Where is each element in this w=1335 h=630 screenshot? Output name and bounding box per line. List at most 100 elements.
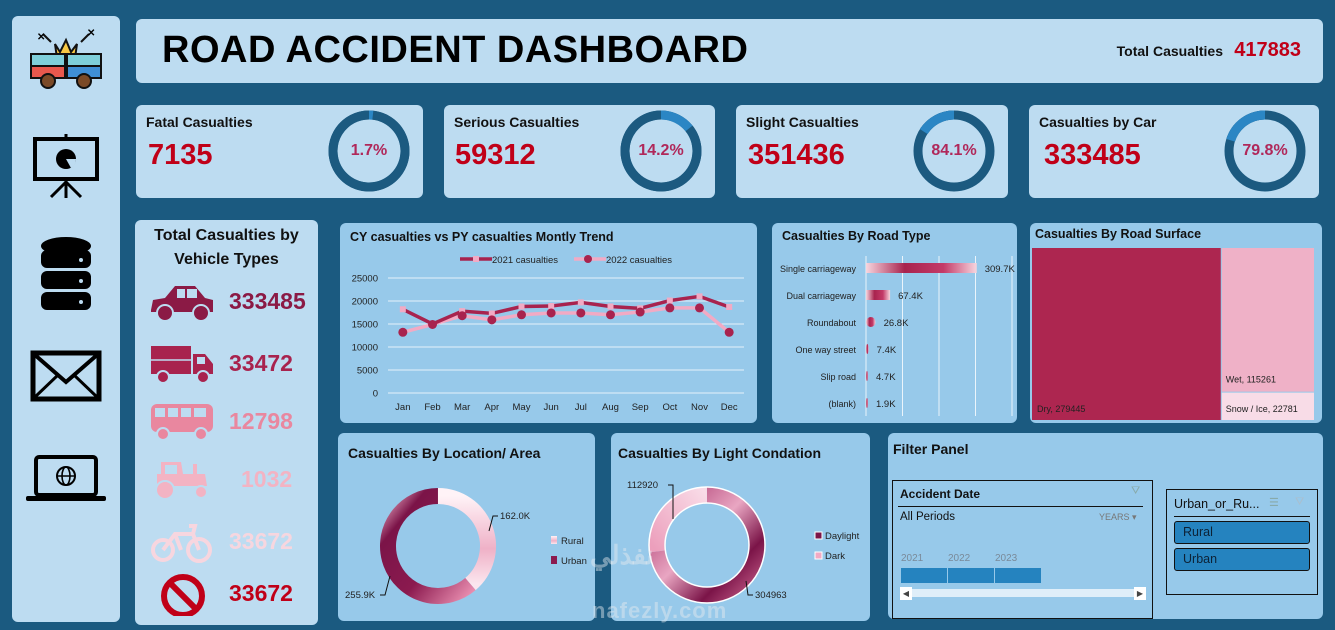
timeline-year-bar-2023[interactable]: [995, 568, 1041, 583]
urban-rural-slicer[interactable]: Urban_or_Ru... ☰ ⛛ Rural Urban: [1166, 489, 1318, 595]
kpi-card-serious: Serious Casualties 59312 14.2%: [444, 105, 715, 198]
vehicle-value: 1032: [241, 466, 293, 492]
legend-label-2021: 2021 casualties: [492, 255, 558, 266]
legend-label: Daylight: [825, 531, 860, 542]
data-label: 1.9K: [876, 399, 896, 410]
road-surface-chart: Casualties By Road Surface Dry, 279445 We…: [1030, 223, 1322, 423]
presentation-chart-icon[interactable]: [12, 134, 120, 200]
donut-slice-urban: [380, 488, 476, 604]
laptop-globe-icon[interactable]: [12, 454, 120, 506]
sidebar: ✕ ✕: [12, 16, 120, 622]
legend-label: Urban: [561, 556, 587, 567]
vehicle-value: 333485: [229, 288, 306, 314]
legend-marker-dot-2021: [473, 256, 479, 262]
category-label: Slip road: [820, 372, 856, 382]
vehicle-types-title: Total Casualties by Vehicle Types: [154, 227, 299, 268]
data-point-2022: [546, 308, 556, 318]
data-point-2021: [696, 293, 703, 300]
tractor-icon: [155, 462, 208, 500]
kpi-value: 7135: [148, 139, 213, 171]
data-label: 67.4K: [898, 291, 923, 302]
mail-icon[interactable]: [12, 350, 120, 402]
y-tick-label: 0: [373, 389, 378, 400]
series-line-2021: [402, 294, 730, 326]
vehicle-row-tractor: 1032: [149, 458, 318, 508]
data-point-2022: [695, 303, 704, 313]
data-label: 7.4K: [877, 345, 897, 356]
clear-filter-icon[interactable]: ⛛: [1131, 485, 1141, 497]
kpi-value: 333485: [1044, 139, 1141, 171]
svg-text:✕: ✕: [87, 28, 95, 39]
data-point-2022: [398, 327, 408, 337]
donut-slice-rural: [437, 488, 496, 591]
data-point-2022: [635, 307, 645, 317]
clear-filter-icon[interactable]: ⛛: [1295, 496, 1305, 508]
scroll-right-button[interactable]: ▶: [1134, 587, 1146, 600]
x-tick-label: Mar: [454, 402, 470, 413]
kpi-label: Casualties by Car: [1039, 114, 1157, 130]
timeline-scrollbar[interactable]: [900, 589, 1146, 597]
accident-date-timeline[interactable]: Accident Date ⛛ All Periods YEARS ▾ 2021…: [892, 480, 1153, 619]
legend-label-2022: 2022 casualties: [606, 255, 672, 266]
data-label: 304963: [755, 590, 787, 601]
donut-outline: [648, 486, 766, 604]
treemap-tile-dry: [1032, 248, 1221, 420]
vehicle-types-panel: Total Casualties by Vehicle Types 333485…: [135, 220, 318, 625]
timeline-year-label: 2023: [995, 553, 1018, 564]
x-tick-label: Dec: [721, 402, 738, 413]
timeline-year-label: 2021: [901, 553, 924, 564]
slicer-item-urban[interactable]: Urban: [1174, 548, 1310, 571]
bicycle-icon: [151, 524, 212, 563]
data-point-2021: [518, 303, 525, 310]
category-label: Roundabout: [807, 318, 857, 328]
no-entry-icon: [161, 574, 205, 616]
legend-swatch-daylight: [814, 531, 823, 540]
svg-text:✕: ✕: [37, 32, 45, 43]
kpi-ring: [328, 110, 410, 192]
road-type-chart: Casualties By Road Type Single carriagew…: [772, 223, 1017, 423]
divider: [898, 506, 1143, 507]
bar: [866, 263, 977, 273]
kpi-ring: [620, 110, 702, 192]
timeline-year-bar-2022[interactable]: [948, 568, 994, 583]
x-tick-label: Jan: [395, 402, 410, 413]
vehicle-row-bicycle: 33672: [149, 520, 318, 570]
ring-value-arc: [620, 110, 702, 192]
multi-select-icon[interactable]: ☰: [1269, 497, 1279, 509]
ring-value-arc: [328, 110, 410, 192]
vehicle-value: 33472: [229, 350, 293, 376]
y-tick-label: 25000: [352, 274, 378, 285]
data-point-2022: [724, 327, 734, 337]
leader-line: [380, 575, 391, 596]
legend-marker-dot-2022: [584, 255, 592, 263]
car-crash-icon[interactable]: ✕ ✕: [12, 26, 120, 92]
category-label: One way street: [795, 345, 856, 355]
slicer-item-rural[interactable]: Rural: [1174, 521, 1310, 544]
scroll-left-button[interactable]: ◀: [900, 587, 912, 600]
legend-label: Rural: [561, 536, 584, 547]
data-point-2021: [399, 306, 406, 313]
chevron-down-icon: ▾: [1132, 512, 1137, 522]
vehicle-row-bus: 12798: [149, 400, 318, 450]
timeline-title: Accident Date: [900, 487, 981, 501]
vehicle-row-car: 333485: [149, 280, 318, 330]
database-icon[interactable]: [12, 236, 120, 312]
donut-slice-daylight: [649, 487, 765, 603]
ring-remainder-arc: [1226, 110, 1266, 142]
legend-swatch-dark: [814, 551, 823, 560]
total-casualties-value: 417883: [1234, 39, 1301, 61]
total-casualties-label: Total Casualties: [1116, 43, 1223, 59]
timeline-year-bar-2021[interactable]: [901, 568, 947, 583]
bar: [866, 317, 876, 327]
kpi-ring: [913, 110, 995, 192]
kpi-card-fatal: Fatal Casualties 7135 1.7%: [136, 105, 423, 198]
kpi-percent: 79.8%: [1242, 142, 1288, 159]
data-label: 26.8K: [884, 318, 909, 329]
kpi-label: Fatal Casualties: [146, 114, 253, 130]
x-tick-label: May: [513, 402, 531, 413]
timeline-level-dropdown[interactable]: YEARS ▾: [1099, 512, 1137, 523]
treemap-label: Dry, 279445: [1037, 404, 1085, 414]
data-point-2022: [665, 303, 675, 313]
data-point-2021: [548, 303, 555, 310]
data-point-2021: [459, 308, 466, 315]
